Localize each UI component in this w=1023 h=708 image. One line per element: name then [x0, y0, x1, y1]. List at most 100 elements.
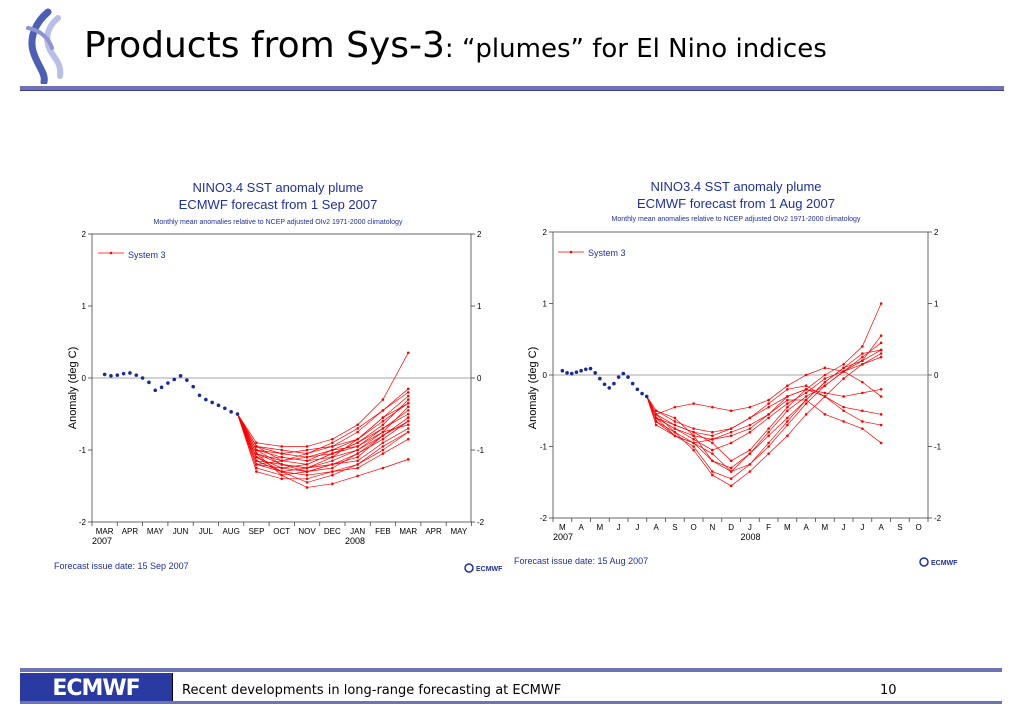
ensemble-point: [711, 405, 714, 409]
ensemble-point: [406, 394, 410, 398]
observed-point: [216, 403, 221, 408]
x-tick-label: O: [916, 523, 922, 532]
ensemble-point: [406, 430, 410, 434]
ensemble-point: [804, 384, 808, 388]
ensemble-point: [786, 416, 789, 420]
ensemble-point: [331, 482, 334, 486]
x-tick-label: DEC: [324, 527, 341, 536]
observed-point: [102, 372, 107, 377]
ensemble-point: [729, 434, 733, 438]
ensemble-member-line: [237, 413, 409, 472]
observed-point: [584, 367, 588, 372]
ensemble-point: [804, 373, 808, 377]
observed-point: [616, 375, 621, 379]
nino34-plume-chart-sep: NINO3.4 SST anomaly plume ECMWF forecast…: [54, 180, 503, 573]
ensemble-point: [255, 452, 258, 455]
ensemble-point: [861, 362, 864, 366]
ensemble-point: [861, 391, 864, 395]
ensemble-point: [305, 481, 309, 484]
ensemble-point: [381, 423, 385, 427]
ensemble-point: [692, 445, 695, 448]
ensemble-point: [673, 434, 677, 438]
ensemble-point: [767, 398, 770, 402]
ensemble-point: [842, 420, 845, 423]
ensemble-point: [767, 416, 770, 420]
ensemble-point: [381, 430, 385, 434]
y-tick-label-left: -1: [79, 446, 87, 455]
ecmwf-mini-logo: ECMWF: [464, 563, 503, 573]
ensemble-point: [729, 409, 733, 413]
ensemble-point: [748, 423, 752, 427]
ensemble-point: [767, 413, 770, 416]
observed-point: [140, 376, 145, 380]
x-tick-label: O: [691, 523, 697, 532]
observed-point: [612, 381, 616, 386]
ensemble-point: [406, 419, 410, 423]
footer-logo: ECMWF: [20, 673, 172, 703]
observed-point: [644, 394, 649, 399]
ensemble-point: [406, 458, 410, 461]
ensemble-member-line: [237, 413, 409, 480]
ensemble-point: [305, 459, 309, 463]
ensemble-point: [381, 448, 385, 452]
y-tick-label-right: 2: [934, 228, 939, 237]
slide-title-main: Products from Sys-3: [84, 25, 445, 66]
year-label: 2008: [345, 536, 365, 546]
ensemble-point: [879, 423, 883, 427]
x-tick-label: J: [617, 523, 621, 532]
observed-point: [598, 376, 602, 381]
ensemble-point: [804, 395, 808, 398]
observed-point: [109, 374, 113, 378]
ensemble-point: [823, 380, 827, 384]
x-tick-label: SEP: [248, 527, 264, 536]
ensemble-member-line: [646, 385, 882, 433]
ensemble-point: [861, 345, 864, 348]
ensemble-point: [767, 452, 770, 455]
ensemble-point: [305, 445, 309, 448]
page-number: 10: [880, 683, 897, 698]
observed-point: [153, 388, 158, 393]
ensemble-point: [767, 434, 770, 438]
ensemble-point: [879, 352, 883, 355]
x-tick-label: J: [860, 523, 864, 532]
ensemble-point: [673, 416, 677, 420]
ensemble-point: [381, 419, 385, 423]
ensemble-point: [842, 362, 845, 366]
ensemble-point: [786, 402, 789, 405]
observed-point: [128, 371, 132, 375]
ensemble-point: [255, 470, 258, 473]
footer-logo-text: ECMWF: [52, 675, 140, 701]
ensemble-point: [767, 445, 770, 448]
ensemble-point: [786, 420, 789, 423]
ensemble-point: [305, 466, 309, 470]
x-tick-label: APR: [122, 527, 139, 536]
ensemble-point: [692, 448, 695, 452]
ensemble-point: [305, 448, 309, 452]
ensemble-point: [861, 427, 864, 430]
x-tick-label: OCT: [273, 527, 290, 536]
y-tick-label-right: -2: [477, 518, 485, 527]
ensemble-point: [381, 427, 385, 430]
ensemble-point: [280, 452, 284, 455]
observed-point: [172, 377, 177, 382]
x-tick-label: A: [803, 523, 809, 532]
ensemble-point: [804, 398, 808, 402]
ensemble-point: [748, 470, 752, 473]
ensemble-point: [356, 455, 359, 459]
ensemble-point: [711, 438, 714, 441]
ensemble-point: [356, 448, 359, 452]
ensemble-member-line: [646, 353, 882, 487]
y-tick-label-left: 0: [82, 374, 87, 383]
ensemble-point: [823, 377, 827, 380]
ensemble-point: [255, 441, 258, 445]
ensemble-member-line: [237, 406, 409, 469]
y-tick-label-right: 0: [477, 374, 482, 383]
ensemble-point: [729, 470, 733, 473]
ensemble-point: [356, 441, 359, 445]
ensemble-point: [786, 405, 789, 409]
x-tick-label: S: [672, 523, 677, 532]
ensemble-member-line: [237, 410, 409, 458]
ensemble-point: [729, 466, 733, 470]
ensemble-point: [804, 388, 808, 391]
ensemble-point: [255, 459, 258, 463]
